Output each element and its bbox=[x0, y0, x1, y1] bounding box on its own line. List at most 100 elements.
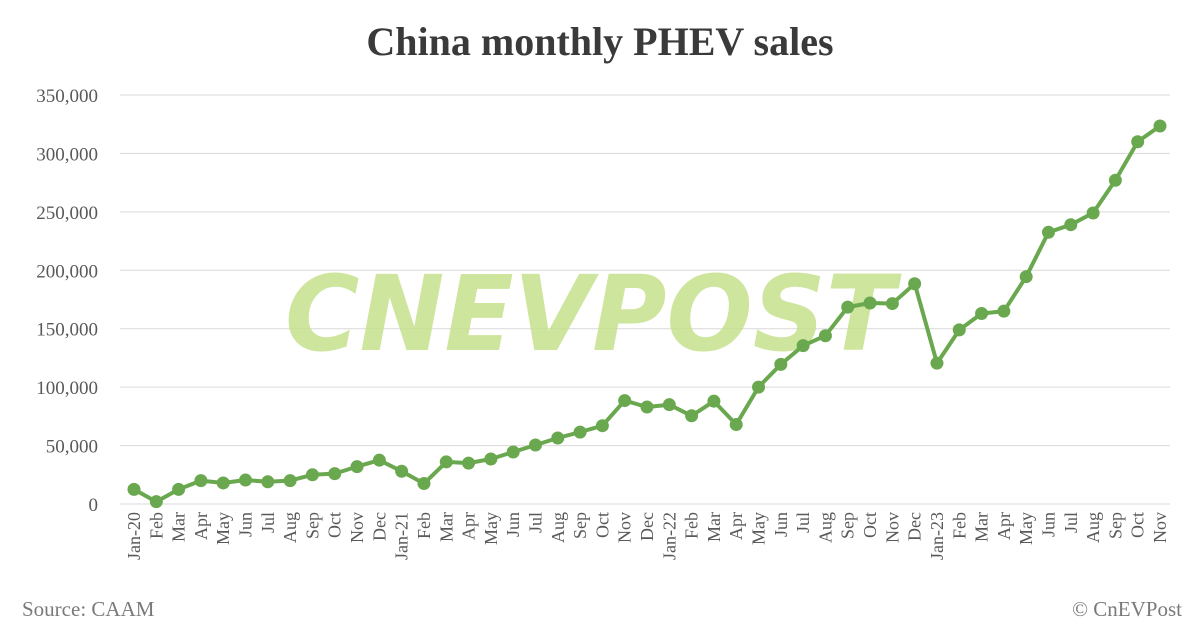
data-point bbox=[885, 297, 899, 311]
data-point bbox=[528, 438, 542, 452]
data-point bbox=[328, 467, 342, 481]
copyright-note: © CnEVPost bbox=[1072, 597, 1182, 621]
data-point bbox=[506, 445, 520, 459]
x-tick-label: May bbox=[1016, 512, 1036, 545]
x-tick-label: Jun bbox=[771, 512, 791, 537]
data-point bbox=[997, 304, 1011, 318]
y-tick-label: 0 bbox=[89, 495, 99, 516]
x-tick-label: Jan-21 bbox=[392, 512, 412, 560]
data-point bbox=[841, 300, 855, 314]
data-point bbox=[127, 482, 141, 496]
x-tick-label: Oct bbox=[1128, 512, 1148, 538]
x-tick-label: Jul bbox=[1061, 512, 1081, 533]
data-point bbox=[239, 473, 253, 487]
x-tick-label: Aug bbox=[1083, 512, 1103, 543]
x-tick-label: Apr bbox=[191, 512, 211, 540]
x-axis-tick-labels: Jan-20 Feb Mar Apr May Jun Jul Aug Sep Oct Nov Dec J… bbox=[124, 512, 1170, 560]
x-tick-label: Feb bbox=[682, 512, 702, 539]
x-tick-label: Dec bbox=[905, 512, 925, 541]
data-point bbox=[1064, 218, 1078, 232]
data-point bbox=[417, 477, 431, 491]
y-tick-label: 200,000 bbox=[36, 261, 98, 282]
x-tick-label: Aug bbox=[548, 512, 568, 543]
x-tick-label: Dec bbox=[637, 512, 657, 541]
x-tick-label: Sep bbox=[838, 512, 858, 539]
data-point bbox=[283, 474, 297, 488]
x-tick-label: Mar bbox=[704, 512, 724, 542]
y-axis-tick-labels: 0 50,000 100,000 150,000 200,000 250,000 300,0… bbox=[36, 86, 98, 516]
watermark-logo: CNEVPOST bbox=[285, 253, 902, 375]
x-tick-label: Sep bbox=[570, 512, 590, 539]
data-point bbox=[216, 476, 230, 490]
data-point bbox=[662, 398, 676, 412]
x-tick-label: Oct bbox=[325, 512, 345, 538]
data-point bbox=[796, 339, 810, 353]
data-point bbox=[439, 455, 453, 469]
x-tick-label: Aug bbox=[280, 512, 300, 543]
data-point bbox=[595, 419, 609, 433]
data-point bbox=[908, 277, 922, 291]
data-point bbox=[618, 394, 632, 408]
x-tick-label: Jun bbox=[503, 512, 523, 537]
data-point bbox=[350, 460, 364, 474]
x-tick-label: Mar bbox=[972, 512, 992, 542]
data-point bbox=[952, 323, 966, 337]
x-tick-label: May bbox=[213, 512, 233, 545]
x-tick-label: Jun bbox=[1038, 512, 1058, 537]
x-tick-label: May bbox=[749, 512, 769, 545]
y-tick-label: 350,000 bbox=[36, 86, 98, 107]
data-point bbox=[194, 474, 208, 488]
data-point bbox=[729, 418, 743, 432]
data-point bbox=[1086, 206, 1100, 220]
data-point bbox=[1153, 119, 1167, 133]
y-tick-label: 300,000 bbox=[36, 144, 98, 165]
x-tick-label: Oct bbox=[860, 512, 880, 538]
x-tick-label: Nov bbox=[882, 512, 902, 543]
data-point bbox=[462, 456, 476, 470]
data-point bbox=[818, 329, 832, 343]
x-tick-label: May bbox=[481, 512, 501, 545]
x-tick-label: Feb bbox=[414, 512, 434, 539]
x-tick-label: Jan-20 bbox=[124, 512, 144, 560]
data-point bbox=[149, 495, 163, 509]
x-tick-label: Nov bbox=[347, 512, 367, 543]
y-tick-label: 150,000 bbox=[36, 320, 98, 341]
y-tick-label: 100,000 bbox=[36, 378, 98, 399]
data-point bbox=[573, 425, 587, 439]
x-tick-label: Apr bbox=[726, 512, 746, 540]
data-point bbox=[551, 431, 565, 445]
data-point bbox=[305, 468, 319, 482]
x-tick-label: Aug bbox=[815, 512, 835, 543]
x-tick-label: Jul bbox=[793, 512, 813, 533]
x-tick-label: Jan-23 bbox=[927, 512, 947, 560]
x-tick-label: Jul bbox=[525, 512, 545, 533]
x-tick-label: Feb bbox=[146, 512, 166, 539]
x-tick-label: Mar bbox=[436, 512, 456, 542]
data-point bbox=[863, 296, 877, 310]
data-point bbox=[930, 356, 944, 370]
x-tick-label: Jun bbox=[236, 512, 256, 537]
data-point bbox=[484, 452, 498, 466]
x-tick-label: Dec bbox=[369, 512, 389, 541]
x-tick-label: Feb bbox=[949, 512, 969, 539]
x-tick-label: Apr bbox=[459, 512, 479, 540]
data-point bbox=[261, 475, 275, 489]
x-tick-label: Sep bbox=[1105, 512, 1125, 539]
y-tick-label: 50,000 bbox=[46, 437, 98, 458]
data-point bbox=[1041, 225, 1055, 239]
x-tick-label: Nov bbox=[1150, 512, 1170, 543]
data-point bbox=[774, 357, 788, 371]
data-point bbox=[752, 380, 766, 394]
source-note: Source: CAAM bbox=[22, 597, 155, 621]
series-phev-sales bbox=[127, 119, 1167, 509]
gridlines bbox=[120, 94, 1170, 505]
x-tick-label: Sep bbox=[302, 512, 322, 539]
data-point bbox=[707, 394, 721, 408]
data-point bbox=[685, 409, 699, 423]
data-point bbox=[1019, 270, 1033, 284]
x-tick-label: Jan-22 bbox=[659, 512, 679, 560]
x-tick-label: Mar bbox=[169, 512, 189, 542]
data-point bbox=[975, 307, 989, 321]
